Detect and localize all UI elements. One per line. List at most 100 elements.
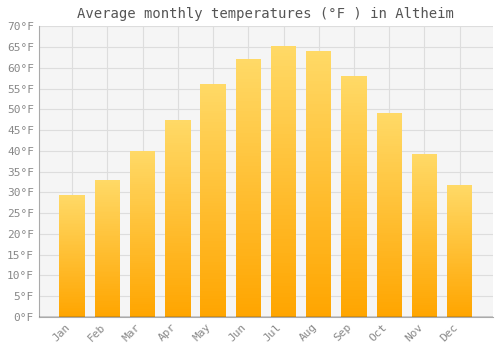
Bar bbox=[165, 251, 190, 253]
Bar bbox=[165, 253, 190, 255]
Bar bbox=[376, 159, 402, 162]
Bar bbox=[94, 238, 120, 240]
Bar bbox=[60, 312, 85, 314]
Bar bbox=[376, 309, 402, 312]
Bar bbox=[236, 259, 261, 262]
Bar bbox=[200, 230, 226, 232]
Bar bbox=[447, 271, 472, 272]
Bar bbox=[60, 286, 85, 288]
Bar bbox=[200, 238, 226, 241]
Bar bbox=[165, 197, 190, 199]
Bar bbox=[412, 170, 437, 172]
Bar bbox=[376, 296, 402, 299]
Bar bbox=[271, 310, 296, 313]
Bar bbox=[447, 226, 472, 228]
Bar bbox=[342, 127, 366, 130]
Bar bbox=[342, 196, 366, 200]
Bar bbox=[236, 108, 261, 111]
Bar bbox=[342, 239, 366, 241]
Bar bbox=[447, 256, 472, 258]
Bar bbox=[412, 282, 437, 284]
Bar bbox=[94, 312, 120, 313]
Bar bbox=[94, 269, 120, 271]
Bar bbox=[130, 161, 156, 163]
Bar bbox=[412, 174, 437, 176]
Bar bbox=[376, 268, 402, 271]
Bar bbox=[60, 210, 85, 212]
Bar bbox=[447, 254, 472, 256]
Bar bbox=[165, 182, 190, 184]
Bar bbox=[306, 68, 332, 71]
Bar bbox=[306, 284, 332, 287]
Bar bbox=[376, 284, 402, 286]
Bar bbox=[165, 133, 190, 135]
Bar bbox=[447, 309, 472, 310]
Bar bbox=[412, 184, 437, 186]
Bar bbox=[94, 230, 120, 231]
Bar bbox=[342, 269, 366, 272]
Bar bbox=[60, 274, 85, 276]
Bar bbox=[342, 148, 366, 151]
Bar bbox=[130, 201, 156, 203]
Bar bbox=[200, 305, 226, 308]
Bar bbox=[94, 183, 120, 185]
Bar bbox=[412, 272, 437, 274]
Bar bbox=[94, 245, 120, 247]
Bar bbox=[412, 166, 437, 168]
Bar bbox=[271, 60, 296, 63]
Bar bbox=[60, 204, 85, 206]
Bar bbox=[376, 205, 402, 208]
Bar bbox=[271, 212, 296, 215]
Bar bbox=[60, 309, 85, 311]
Bar bbox=[447, 281, 472, 282]
Bar bbox=[236, 143, 261, 146]
Bar bbox=[60, 251, 85, 253]
Bar bbox=[306, 124, 332, 127]
Bar bbox=[376, 294, 402, 296]
Bar bbox=[130, 267, 156, 269]
Bar bbox=[130, 296, 156, 298]
Bar bbox=[412, 217, 437, 219]
Bar bbox=[165, 130, 190, 133]
Bar bbox=[342, 118, 366, 121]
Bar bbox=[60, 221, 85, 223]
Bar bbox=[236, 66, 261, 69]
Bar bbox=[306, 287, 332, 290]
Bar bbox=[236, 185, 261, 188]
Bar bbox=[165, 226, 190, 229]
Bar bbox=[94, 192, 120, 194]
Bar bbox=[200, 276, 226, 279]
Bar bbox=[200, 180, 226, 183]
Bar bbox=[271, 93, 296, 97]
Bar bbox=[165, 233, 190, 236]
Bar bbox=[200, 212, 226, 215]
Bar bbox=[165, 184, 190, 187]
Bar bbox=[165, 164, 190, 167]
Bar bbox=[94, 221, 120, 223]
Bar bbox=[376, 192, 402, 195]
Bar bbox=[130, 238, 156, 240]
Bar bbox=[236, 265, 261, 268]
Bar bbox=[94, 267, 120, 269]
Bar bbox=[306, 240, 332, 244]
Bar bbox=[306, 201, 332, 204]
Bar bbox=[412, 176, 437, 178]
Bar bbox=[306, 127, 332, 131]
Bar bbox=[306, 174, 332, 177]
Bar bbox=[306, 94, 332, 98]
Bar bbox=[200, 172, 226, 174]
Bar bbox=[236, 230, 261, 233]
Bar bbox=[60, 276, 85, 277]
Bar bbox=[236, 208, 261, 211]
Bar bbox=[130, 186, 156, 188]
Bar bbox=[342, 97, 366, 100]
Bar bbox=[447, 202, 472, 203]
Bar bbox=[130, 230, 156, 232]
Bar bbox=[447, 295, 472, 297]
Bar bbox=[447, 292, 472, 294]
Bar bbox=[306, 204, 332, 207]
Bar bbox=[236, 95, 261, 98]
Bar bbox=[271, 293, 296, 296]
Bar bbox=[130, 259, 156, 261]
Bar bbox=[130, 279, 156, 281]
